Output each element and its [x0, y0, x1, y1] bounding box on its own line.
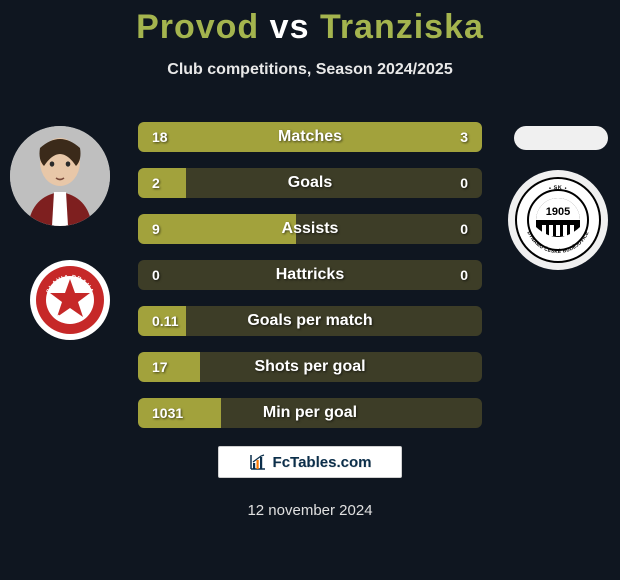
player2-name: Tranziska	[320, 8, 484, 46]
player2-club-badge: 1905 • SK • DYNAMO ČESKÉ BUDĚJOVICE	[508, 170, 608, 270]
stat-value-left: 2	[152, 168, 160, 198]
stat-value-right: 0	[460, 214, 468, 244]
stat-value-left: 0.11	[152, 306, 178, 336]
vs-label: vs	[270, 8, 310, 46]
stat-bar-empty	[186, 168, 482, 198]
stat-bar-right	[406, 122, 482, 152]
stat-row: Min per goal1031	[138, 398, 482, 428]
svg-text:1905: 1905	[546, 206, 570, 218]
player1-name: Provod	[136, 8, 259, 46]
stat-row: Assists90	[138, 214, 482, 244]
stat-row: Shots per goal17	[138, 352, 482, 382]
player1-club-badge: SLAVIA PRAHA FOTBAL	[30, 260, 110, 340]
stat-value-left: 18	[152, 122, 168, 152]
player2-avatar	[514, 126, 608, 150]
stat-bars: Matches183Goals20Assists90Hattricks00Goa…	[138, 122, 482, 444]
stat-bar-empty	[138, 260, 482, 290]
stat-bar-empty	[200, 352, 482, 382]
comparison-title: Provod vs Tranziska	[0, 0, 620, 47]
stat-row: Hattricks00	[138, 260, 482, 290]
date-label: 12 november 2024	[0, 502, 620, 519]
stat-value-left: 17	[152, 352, 168, 382]
stat-row: Goals per match0.11	[138, 306, 482, 336]
stat-bar-left	[138, 352, 200, 382]
stat-bar-empty	[186, 306, 482, 336]
stat-value-left: 9	[152, 214, 160, 244]
stat-value-right: 0	[460, 260, 468, 290]
source-logo-text: FcTables.com	[273, 454, 372, 471]
stat-value-left: 0	[152, 260, 160, 290]
stat-bar-empty	[296, 214, 482, 244]
player1-avatar	[10, 126, 110, 226]
stat-value-right: 3	[460, 122, 468, 152]
stat-bar-left	[138, 168, 186, 198]
stat-value-left: 1031	[152, 398, 183, 428]
stat-row: Matches183	[138, 122, 482, 152]
bar-chart-icon	[249, 453, 267, 471]
stat-value-right: 0	[460, 168, 468, 198]
source-logo: FcTables.com	[218, 446, 402, 478]
stat-bar-empty	[221, 398, 482, 428]
subtitle: Club competitions, Season 2024/2025	[0, 61, 620, 79]
stat-row: Goals20	[138, 168, 482, 198]
stat-bar-left	[138, 214, 296, 244]
stat-bar-left	[138, 122, 406, 152]
